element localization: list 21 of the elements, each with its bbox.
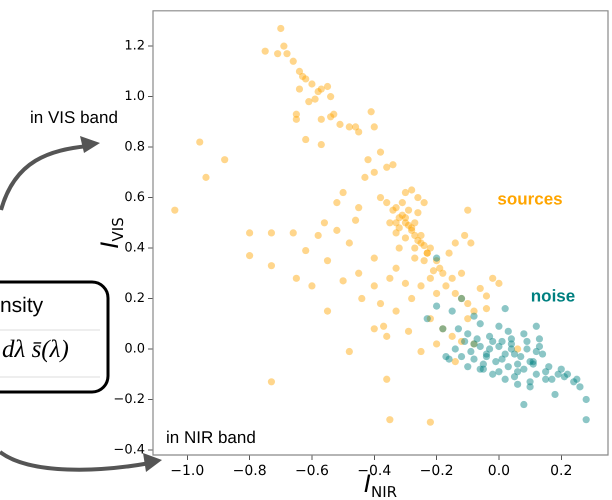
x-tick-label: 0.0 — [488, 463, 510, 480]
x-tick-label: −0.6 — [294, 463, 330, 480]
series-label: noise — [530, 286, 576, 306]
x-tick-label: 0.2 — [550, 463, 572, 480]
text: in VIS band — [30, 108, 118, 128]
x-tick-label: −0.8 — [232, 463, 267, 480]
y-tick-label: 0.0 — [124, 341, 145, 356]
y-tick-label: 1.2 — [124, 38, 145, 54]
text: dλ s̄(λ) — [2, 336, 69, 364]
y-tick-label: −0.2 — [113, 392, 145, 407]
series-label: sources — [497, 190, 563, 209]
y-tick-label: 0.2 — [124, 290, 145, 306]
y-tick-label: −0.4 — [113, 442, 145, 458]
x-tick-label: −1.0 — [170, 463, 204, 480]
y-tick-label: 1.0 — [124, 88, 145, 104]
text: nsity — [0, 294, 44, 318]
annotation: in NIR band — [166, 428, 256, 448]
y-tick-label: 0.8 — [124, 139, 145, 154]
x-tick-label: −0.2 — [420, 463, 454, 480]
y-tick-label: 0.6 — [124, 190, 145, 205]
y-tick-label: 0.4 — [124, 240, 145, 256]
